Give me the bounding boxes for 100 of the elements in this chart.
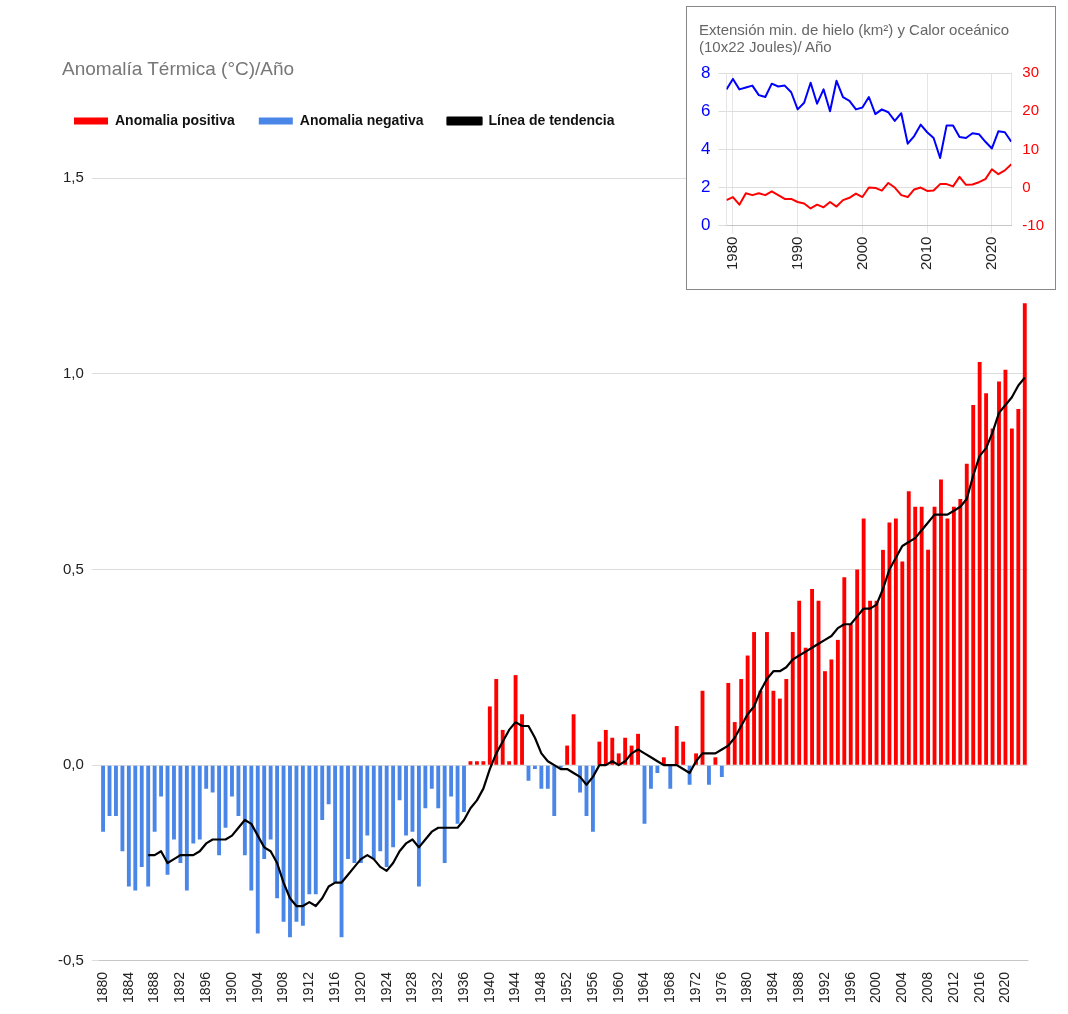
y-tick-label: 0,0 (62, 755, 84, 773)
bar (552, 765, 557, 817)
bar (159, 765, 164, 797)
x-tick-label: 1964 (635, 971, 652, 1004)
x-tick-label: 1888 (145, 971, 162, 1004)
x-tick-label: 2016 (970, 971, 987, 1004)
x-tick-label: 1972 (686, 971, 703, 1004)
bar (745, 655, 750, 765)
legend-label: Anomalia negativa (299, 111, 424, 128)
x-tick-label: 1892 (171, 971, 188, 1004)
bar (320, 765, 325, 820)
bar (126, 765, 131, 887)
bar (249, 765, 254, 891)
bar (487, 706, 492, 765)
legend-label: Anomalia positiva (115, 111, 236, 128)
bar (855, 569, 860, 765)
y2-tick-label: 20 (1022, 101, 1040, 119)
bar (172, 765, 176, 840)
x-tick-label: 2000 (867, 971, 884, 1004)
bar (790, 632, 795, 765)
x-tick-label: 1976 (712, 971, 729, 1004)
bar (1022, 303, 1027, 765)
x-tick-label: 1980 (723, 236, 741, 271)
bar (275, 765, 280, 899)
bar (114, 765, 118, 817)
bar (951, 506, 956, 765)
bar (217, 765, 222, 856)
bar (926, 549, 931, 765)
bar (971, 405, 976, 765)
x-tick-label: 1928 (403, 971, 420, 1004)
y-tick-label: -0,5 (57, 951, 84, 968)
bar (868, 600, 873, 765)
x-tick-label: 1880 (93, 971, 110, 1004)
x-tick-label: 1968 (661, 971, 678, 1004)
bar (242, 765, 247, 856)
bar (649, 765, 653, 789)
y-tick-label: 0,5 (62, 559, 84, 577)
x-tick-label: 1924 (377, 971, 394, 1004)
bar (848, 624, 853, 765)
bar (313, 765, 318, 895)
y2-tick-label: 30 (1022, 63, 1040, 81)
bar (507, 761, 512, 765)
bar (384, 765, 389, 867)
x-tick-label: 1896 (197, 971, 214, 1004)
bar (236, 765, 241, 817)
bar (423, 765, 428, 809)
bar (707, 765, 711, 785)
bar (346, 765, 350, 860)
bar (565, 745, 570, 765)
bar (823, 671, 827, 765)
y-tick-label: 6 (700, 101, 711, 120)
y2-tick-label: 10 (1022, 139, 1040, 157)
bar (449, 765, 454, 797)
bar (474, 761, 479, 765)
bar (197, 765, 202, 840)
x-tick-label: 1992 (815, 971, 832, 1004)
x-tick-label: 2000 (852, 236, 870, 271)
x-tick-label: 2012 (944, 971, 961, 1004)
bar (365, 765, 370, 836)
bar (333, 765, 338, 883)
y2-tick-label: 0 (1022, 177, 1031, 195)
bar (784, 679, 789, 765)
x-tick-label: 1956 (583, 971, 600, 1004)
bar (964, 463, 969, 765)
bar (462, 765, 466, 813)
bar (752, 632, 756, 765)
x-tick-label: 1936 (454, 971, 471, 1004)
bar (597, 741, 602, 765)
bar (455, 765, 460, 824)
x-tick-label: 1948 (532, 971, 549, 1004)
x-tick-label: 1984 (764, 971, 781, 1004)
bar (777, 698, 782, 765)
x-tick-label: 1960 (609, 971, 626, 1004)
bar (262, 765, 267, 860)
bar (210, 765, 215, 793)
bar (668, 765, 673, 789)
bar (481, 761, 486, 765)
bar (681, 741, 686, 765)
bar (532, 765, 537, 770)
x-tick-label: 1920 (351, 971, 368, 1004)
bar (326, 765, 331, 805)
bar (539, 765, 544, 789)
bar (288, 765, 292, 938)
bar (178, 765, 183, 863)
legend-label: Línea de tendencia (488, 111, 615, 128)
x-tick-label: 1884 (119, 971, 136, 1004)
bar (913, 506, 918, 765)
bar (230, 765, 234, 797)
x-tick-label: 2020 (996, 971, 1013, 1004)
x-tick-label: 1932 (429, 971, 446, 1004)
x-tick-label: 2004 (893, 971, 910, 1004)
bar (571, 714, 576, 765)
bar (719, 765, 724, 777)
bar (861, 518, 866, 765)
bar (958, 498, 963, 765)
bar (1016, 408, 1021, 765)
bar (101, 765, 105, 832)
bar (655, 765, 660, 773)
bar (674, 726, 679, 765)
x-tick-label: 2008 (918, 971, 935, 1004)
